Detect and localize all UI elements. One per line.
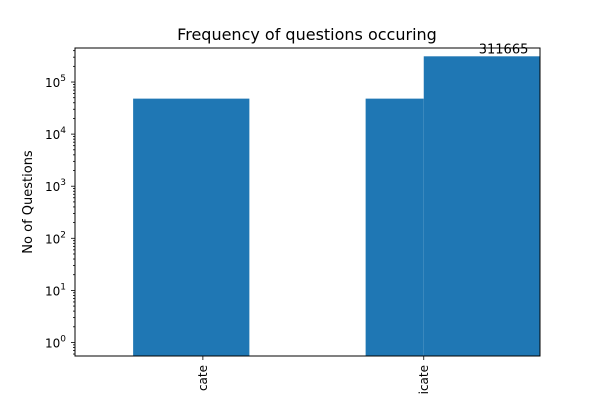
x-tick-label-1: icate [417,365,431,394]
bar-3 [423,56,540,356]
x-tick-label-0: cate [196,365,210,391]
bar-1 [133,98,250,356]
y-tick-label-4: 104 [45,126,66,142]
y-tick-label-2: 102 [45,230,66,246]
chart-title: Frequency of questions occuring [177,25,437,44]
plot-area: 311665 100 101 102 103 104 105 cate icate [45,42,541,394]
y-tick-label-3: 103 [45,178,66,194]
bar-2 [365,98,424,356]
bars-group [133,56,540,356]
y-tick-label-5: 105 [45,74,66,90]
y-minor-ticks [73,50,75,355]
y-tick-label-1: 101 [45,282,66,298]
y-axis-label: No of Questions [21,150,36,254]
data-label-1: 311665 [479,42,529,57]
y-tick-label-0: 100 [45,334,66,350]
